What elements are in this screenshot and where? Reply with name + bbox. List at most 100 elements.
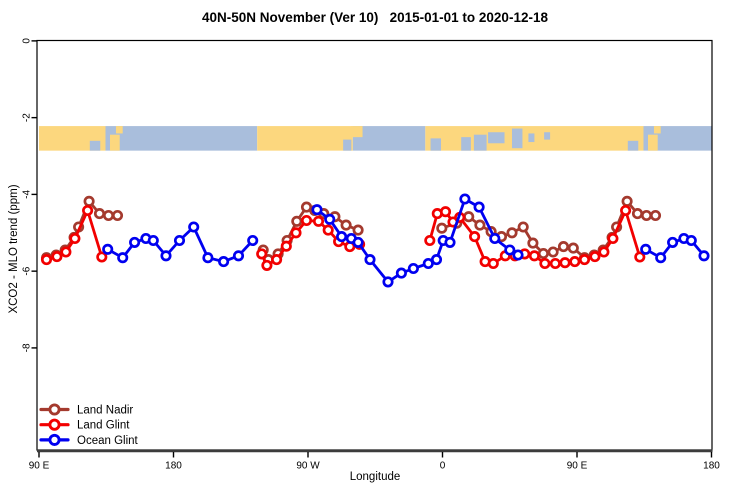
data-point-ocean-glint [311,204,323,216]
data-point-ocean-glint [160,250,172,262]
data-point-land-glint [549,257,561,270]
x-tick-label: 180 [165,461,182,472]
data-point-land-nadir [649,209,662,222]
data-point-ocean-glint [218,256,230,268]
data-point-ocean-glint [430,254,443,266]
data-point-ocean-glint [352,236,364,248]
x-axis-title: Longitude [349,471,401,483]
data-point-ocean-glint [102,243,114,255]
data-point-ocean-glint [188,221,200,233]
data-point-land-nadir [436,222,448,234]
y-tick-label: 0 [22,38,33,44]
data-point-land-glint [51,251,63,263]
data-point-land-nadir [291,215,303,227]
data-point-ocean-glint [489,232,501,245]
data-point-land-nadir [557,241,570,253]
y-tick-label: -2 [22,113,33,122]
data-point-land-glint [578,254,591,266]
map-band-land-patch [351,126,363,138]
data-point-ocean-glint [444,236,456,248]
data-point-land-glint [322,224,334,236]
map-band-land-patch [653,126,661,134]
data-point-land-glint [290,227,302,239]
data-point-land-nadir [474,219,486,231]
data-point-ocean-glint [117,252,129,264]
data-point-ocean-glint [407,262,419,275]
x-tick-label: 90 E [567,461,588,472]
data-point-land-glint [96,251,108,263]
x-tick-label: 90 W [296,461,320,472]
data-point-land-nadir [102,209,115,222]
y-tick-label: -4 [22,190,33,199]
data-point-land-glint [598,246,610,258]
map-band-ocean-patch [343,139,352,151]
data-point-land-nadir [640,209,653,222]
data-point-ocean-glint [655,252,667,264]
data-point-land-nadir [547,246,559,258]
data-point-ocean-glint [364,254,376,266]
data-point-land-glint [539,257,551,270]
data-point-ocean-glint [667,236,679,248]
legend-label-ocean-glint: Ocean Glint [77,435,139,447]
data-point-land-nadir [463,211,475,223]
data-point-land-glint [261,259,273,271]
map-band-ocean-patch [473,134,487,151]
map-band-ocean-patch [511,128,523,149]
data-point-land-nadir [506,227,518,239]
data-point-land-nadir [537,247,549,260]
data-point-ocean-glint [640,243,652,255]
map-band-ocean-patch [89,140,101,151]
y-tick-label: -8 [22,343,33,352]
data-point-ocean-glint [173,234,186,247]
data-point-land-glint [439,206,452,218]
map-band-ocean-patch [488,132,505,144]
map-band-land-patch [115,126,123,134]
legend-marker-land-glint [48,418,61,431]
map-band-ocean-patch [430,138,442,151]
chart-title: 40N-50N November (Ver 10) 2015-01-01 to … [202,10,548,25]
map-band-ocean-patch [627,140,639,151]
x-tick-label: 90 E [29,461,50,472]
data-point-ocean-glint [685,234,697,247]
data-point-ocean-glint [129,236,141,248]
map-band-ocean-segment [105,126,258,151]
data-point-ocean-glint [382,276,394,288]
data-point-ocean-glint [512,249,524,261]
data-point-ocean-glint [232,250,245,262]
data-point-land-glint [300,214,313,227]
data-point-land-glint [60,246,72,258]
data-point-land-glint [69,232,81,245]
data-point-ocean-glint [504,244,516,256]
x-tick-label: 0 [440,461,446,472]
map-band-ocean-patch [544,132,551,140]
data-point-land-nadir [621,195,633,207]
data-point-land-nadir [111,209,124,222]
legend-label-land-glint: Land Glint [77,420,130,432]
data-point-land-glint [312,215,325,227]
data-point-land-glint [569,256,581,268]
data-point-ocean-glint [422,257,434,270]
data-point-ocean-glint [698,250,710,262]
data-point-ocean-glint [395,267,407,279]
data-point-land-nadir [352,224,364,236]
data-point-land-glint [589,251,601,263]
data-point-land-glint [607,232,619,245]
data-point-land-glint [634,251,646,263]
map-band-land-segment [257,126,353,151]
data-point-land-nadir [83,195,95,207]
data-point-ocean-glint [247,234,259,247]
data-point-ocean-glint [459,193,471,205]
data-point-land-glint [487,257,499,270]
map-band-ocean-patch [528,133,535,143]
data-point-ocean-glint [324,213,336,225]
data-point-land-nadir [567,242,579,254]
data-point-land-glint [40,254,53,266]
data-point-land-glint [256,248,268,260]
data-point-land-nadir [340,219,352,231]
data-point-ocean-glint [473,201,485,213]
map-band-land-patch [109,134,120,151]
data-point-land-nadir [631,208,644,220]
data-point-land-glint [528,250,540,262]
